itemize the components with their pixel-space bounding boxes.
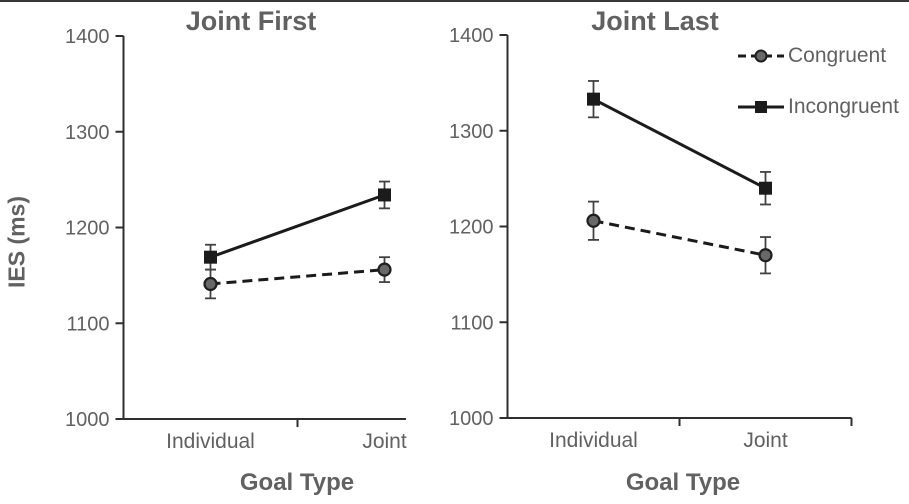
- y-tick-label: 1000: [449, 408, 494, 430]
- legend-marker-square: [755, 101, 767, 113]
- y-tick-label: 1200: [449, 217, 494, 239]
- series-line-congruent: [593, 219, 766, 257]
- legend-label-incongruent: Incongruent: [788, 95, 899, 118]
- data-point-square: [759, 181, 772, 195]
- data-point-circle: [586, 213, 601, 228]
- data-point-circle: [758, 248, 773, 263]
- y-tick-label: 1100: [450, 312, 493, 334]
- y-tick-label: 1300: [65, 122, 110, 144]
- series-line-incongruent: [209, 193, 386, 259]
- data-point-square: [378, 188, 391, 202]
- y-tick-label: 1100: [66, 313, 109, 335]
- legend-item-incongruent: Incongruent: [736, 95, 899, 119]
- panel-title-joint-last: Joint Last: [591, 6, 719, 36]
- y-tick-label: 1200: [65, 218, 110, 240]
- x-category-label: Joint: [362, 430, 407, 453]
- data-point-square: [587, 92, 600, 106]
- series-line-incongruent: [592, 97, 767, 190]
- series-line-congruent: [210, 268, 385, 286]
- congruent-dashed-circle-icon: [738, 49, 784, 63]
- data-point-circle: [203, 276, 218, 292]
- legend: Congruent Incongruent: [736, 44, 899, 119]
- chart-panel-joint-first: 1000 1100 1200 1300 1400 Individual Joint: [65, 26, 407, 453]
- incongruent-solid-square-icon: [738, 101, 784, 113]
- x-category-label: Individual: [166, 430, 255, 453]
- data-point-circle: [377, 262, 392, 277]
- legend-marker-circle: [754, 49, 768, 63]
- x-axis-title-right: Goal Type: [625, 469, 741, 496]
- chart-panel-joint-last: 1000 1100 1200 1300 1400 Individual Joint: [449, 25, 853, 452]
- x-axis-title-left: Goal Type: [239, 469, 355, 496]
- data-point-square: [204, 250, 217, 264]
- x-category-label: Joint: [743, 429, 788, 452]
- top-edge-artifact-line: [0, 0, 909, 2]
- y-tick-label: 1300: [449, 121, 494, 143]
- y-tick-label: 1400: [65, 26, 110, 48]
- y-tick-label: 1400: [449, 25, 494, 47]
- legend-label-congruent: Congruent: [788, 44, 887, 67]
- legend-item-congruent: Congruent: [736, 44, 899, 68]
- panel-title-joint-first: Joint First: [185, 6, 317, 36]
- y-tick-label: 1000: [65, 409, 110, 431]
- x-category-label: Individual: [549, 429, 638, 452]
